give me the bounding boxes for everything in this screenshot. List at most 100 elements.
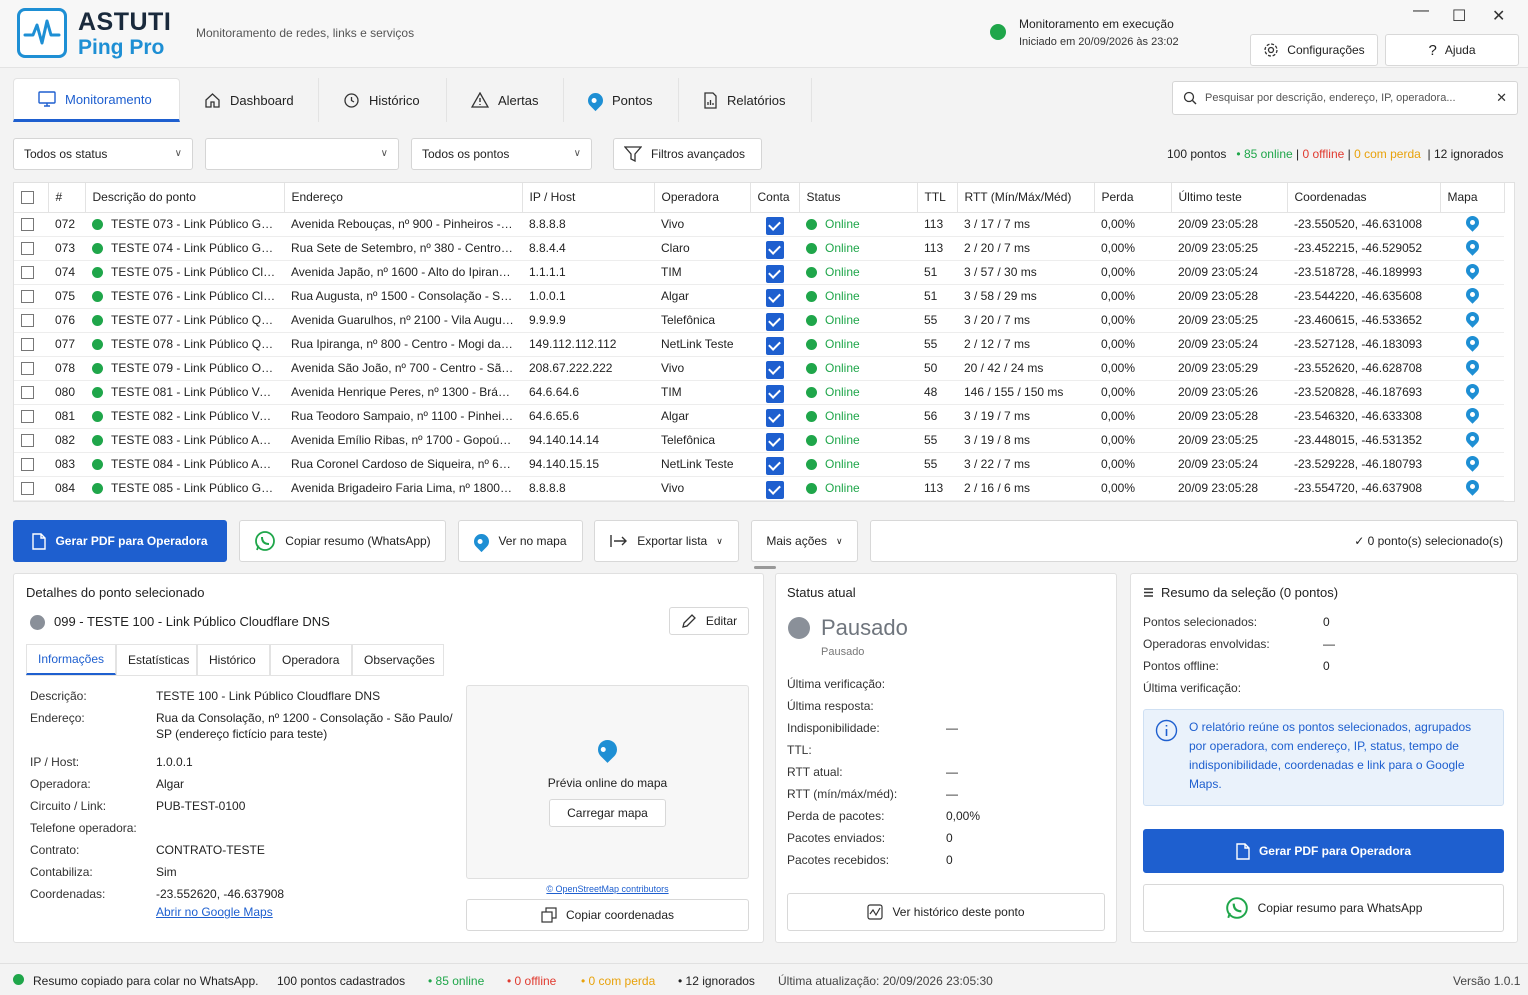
column-header[interactable]: TTL <box>917 183 958 213</box>
settings-button[interactable]: Configurações <box>1250 34 1378 66</box>
edit-button[interactable]: Editar <box>669 607 749 635</box>
row-map[interactable] <box>1440 452 1504 477</box>
row-map[interactable] <box>1440 236 1504 261</box>
table-row[interactable]: 076 TESTE 077 - Link Público Quad9 DNSAve… <box>14 308 1504 333</box>
row-checkbox[interactable] <box>14 308 48 333</box>
map-pin-icon[interactable] <box>1462 237 1482 256</box>
more-actions-button[interactable]: Mais ações ∨ <box>751 520 858 562</box>
column-header[interactable]: Perda <box>1094 183 1172 213</box>
column-header[interactable]: RTT (Mín/Máx/Méd) <box>957 183 1095 213</box>
row-checkbox[interactable] <box>14 236 48 261</box>
tab-relatorios[interactable]: Relatórios <box>679 78 812 122</box>
osm-attribution[interactable]: © OpenStreetMap contributors <box>546 884 669 894</box>
tab-dashboard[interactable]: Dashboard <box>180 78 319 122</box>
table-row[interactable]: 081 TESTE 082 - Link Público Verisign DNS… <box>14 404 1504 429</box>
column-header[interactable]: Coordenadas <box>1287 183 1441 213</box>
column-header[interactable]: # <box>48 183 86 213</box>
row-checkbox[interactable] <box>14 284 48 309</box>
column-header[interactable]: Mapa <box>1440 183 1505 213</box>
select-all-checkbox[interactable] <box>14 183 49 213</box>
row-count-checkbox[interactable] <box>750 356 799 381</box>
row-checkbox[interactable] <box>14 404 48 429</box>
map-pin-icon[interactable] <box>1462 429 1482 448</box>
view-history-button[interactable]: Ver histórico deste ponto <box>787 893 1105 931</box>
map-pin-icon[interactable] <box>1462 357 1482 376</box>
row-map[interactable] <box>1440 476 1504 501</box>
row-count-checkbox[interactable] <box>750 404 799 429</box>
view-map-button[interactable]: Ver no mapa <box>458 520 583 562</box>
column-header[interactable]: Último teste <box>1171 183 1288 213</box>
row-checkbox[interactable] <box>14 476 48 501</box>
row-count-checkbox[interactable] <box>750 236 799 261</box>
help-button[interactable]: ? Ajuda <box>1385 34 1519 66</box>
column-header[interactable]: Conta <box>750 183 800 213</box>
row-count-checkbox[interactable] <box>750 212 799 237</box>
operator-filter[interactable]: ∨ <box>205 138 399 170</box>
map-pin-icon[interactable] <box>1462 453 1482 472</box>
table-row[interactable]: 077 TESTE 078 - Link Público Quad9 DNSRua… <box>14 332 1504 357</box>
subtab-estatisticas[interactable]: Estatísticas <box>116 644 197 675</box>
row-map[interactable] <box>1440 380 1504 405</box>
row-checkbox[interactable] <box>14 428 48 453</box>
map-pin-icon[interactable] <box>1462 285 1482 304</box>
row-count-checkbox[interactable] <box>750 380 799 405</box>
tab-alertas[interactable]: Alertas <box>447 78 564 122</box>
table-row[interactable]: 082 TESTE 083 - Link Público AdGuard DNSA… <box>14 428 1504 453</box>
load-map-button[interactable]: Carregar mapa <box>549 799 666 827</box>
row-checkbox[interactable] <box>14 332 48 357</box>
tab-historico[interactable]: Histórico <box>319 78 447 122</box>
row-map[interactable] <box>1440 260 1504 285</box>
row-count-checkbox[interactable] <box>750 308 799 333</box>
table-row[interactable]: 080 TESTE 081 - Link Público Verisign DNS… <box>14 380 1504 405</box>
row-count-checkbox[interactable] <box>750 476 799 501</box>
row-map[interactable] <box>1440 356 1504 381</box>
status-filter[interactable]: Todos os status ∨ <box>13 138 193 170</box>
map-pin-icon[interactable] <box>1462 381 1482 400</box>
map-pin-icon[interactable] <box>1462 261 1482 280</box>
row-count-checkbox[interactable] <box>750 332 799 357</box>
table-row[interactable]: 084 TESTE 085 - Link Público Google DNSAv… <box>14 476 1504 501</box>
row-checkbox[interactable] <box>14 380 48 405</box>
minimize-button[interactable]: — <box>1413 2 1429 19</box>
advanced-filters-button[interactable]: Filtros avançados <box>613 138 762 170</box>
generate-pdf-button[interactable]: Gerar PDF para Operadora <box>13 520 227 562</box>
splitter-handle[interactable] <box>754 566 776 569</box>
tab-pontos[interactable]: Pontos <box>564 78 679 122</box>
maximize-button[interactable]: ☐ <box>1452 8 1467 25</box>
row-checkbox[interactable] <box>14 452 48 477</box>
tab-monitoramento[interactable]: Monitoramento <box>13 78 180 122</box>
row-checkbox[interactable] <box>14 356 48 381</box>
column-header[interactable]: IP / Host <box>522 183 655 213</box>
row-map[interactable] <box>1440 212 1504 237</box>
close-window-button[interactable]: ✕ <box>1492 8 1506 25</box>
row-checkbox[interactable] <box>14 212 48 237</box>
map-pin-icon[interactable] <box>1462 405 1482 424</box>
map-pin-icon[interactable] <box>1462 309 1482 328</box>
row-map[interactable] <box>1440 332 1504 357</box>
copy-whatsapp-button[interactable]: Copiar resumo (WhatsApp) <box>239 520 446 562</box>
clear-search-icon[interactable]: ✕ <box>1496 90 1507 105</box>
column-header[interactable]: Descrição do ponto <box>85 183 285 213</box>
search-box[interactable]: Pesquisar por descrição, endereço, IP, o… <box>1172 81 1518 115</box>
column-header[interactable]: Operadora <box>654 183 751 213</box>
row-map[interactable] <box>1440 428 1504 453</box>
subtab-operadora[interactable]: Operadora <box>270 644 352 675</box>
subtab-observacoes[interactable]: Observações <box>352 644 444 675</box>
row-map[interactable] <box>1440 284 1504 309</box>
row-checkbox[interactable] <box>14 260 48 285</box>
export-list-button[interactable]: Exportar lista ∨ <box>594 520 739 562</box>
row-count-checkbox[interactable] <box>750 428 799 453</box>
google-maps-link[interactable]: Abrir no Google Maps <box>156 905 273 919</box>
table-row[interactable]: 073 TESTE 074 - Link Público Google DNSRu… <box>14 236 1504 261</box>
table-row[interactable]: 075 TESTE 076 - Link Público Cloudflare D… <box>14 284 1504 309</box>
copy-coordinates-button[interactable]: Copiar coordenadas <box>466 899 749 931</box>
map-pin-icon[interactable] <box>1462 213 1482 232</box>
row-count-checkbox[interactable] <box>750 260 799 285</box>
column-header[interactable]: Status <box>799 183 918 213</box>
search-input[interactable]: Pesquisar por descrição, endereço, IP, o… <box>1205 92 1456 104</box>
row-map[interactable] <box>1440 308 1504 333</box>
table-row[interactable]: 078 TESTE 079 - Link Público OpenDNSAveni… <box>14 356 1504 381</box>
table-row[interactable]: 074 TESTE 075 - Link Público Cloudflare D… <box>14 260 1504 285</box>
table-row[interactable]: 072 TESTE 073 - Link Público Google DNSAv… <box>14 212 1504 237</box>
summary-pdf-button[interactable]: Gerar PDF para Operadora <box>1143 829 1504 873</box>
